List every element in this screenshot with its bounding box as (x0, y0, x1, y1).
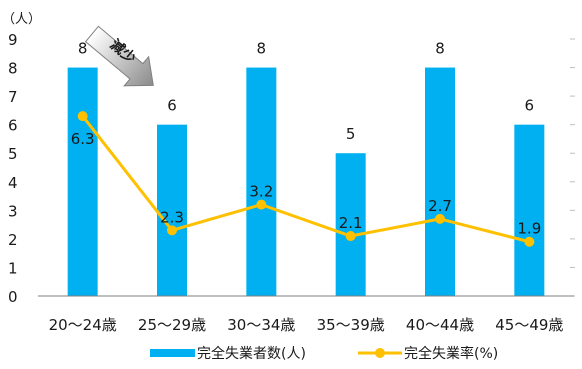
rate-value-label: 2.3 (160, 208, 184, 226)
bar (335, 153, 366, 296)
bar-value-label: 6 (167, 97, 177, 115)
bar (514, 124, 545, 297)
y-tick-label: 8 (8, 60, 18, 78)
bar-value-label: 8 (257, 40, 267, 58)
legend: 完全失業者数(人) 完全失業率(%) (150, 345, 498, 362)
rate-marker (167, 225, 177, 236)
rate-marker (524, 236, 535, 247)
bar-value-label: 6 (525, 97, 535, 115)
rate-value-label: 6.3 (71, 130, 95, 148)
y-tick-label: 1 (8, 259, 18, 277)
rate-marker (77, 111, 88, 122)
y-tick-label: 3 (8, 202, 18, 220)
bar (157, 124, 187, 297)
decrease-arrow-shape (84, 25, 154, 87)
bar (425, 67, 455, 296)
x-tick-label: 20～24歳 (49, 316, 117, 334)
rate-marker (435, 213, 445, 224)
y-tick-label: 9 (8, 31, 18, 49)
bar-value-label: 5 (346, 125, 356, 143)
bar (246, 67, 277, 296)
x-tick-label: 45～49歳 (495, 316, 563, 334)
y-tick-label: 4 (8, 174, 18, 192)
bar-value-label: 8 (78, 40, 88, 58)
y-tick-label: 2 (8, 231, 18, 249)
bar-value-labels: 8 6 8 5 8 6 (78, 40, 534, 144)
legend-line-marker (375, 348, 385, 358)
y-axis-unit-label: （人） (2, 12, 41, 27)
legend-bar-swatch (150, 349, 195, 357)
y-tick-label: 5 (8, 145, 18, 163)
x-tick-label: 30～34歳 (227, 316, 295, 334)
bar (67, 67, 98, 296)
line-series (77, 111, 535, 247)
rate-marker (256, 199, 267, 210)
rate-marker (345, 231, 356, 242)
rate-value-label: 2.1 (339, 214, 363, 232)
legend-bar-label: 完全失業者数(人) (197, 345, 306, 362)
x-axis-labels: 20～24歳 25～29歳 30～34歳 35～39歳 40～44歳 45～49歳 (49, 316, 564, 334)
y-axis-ticks: 0 1 2 3 4 5 6 7 8 9 (8, 31, 18, 306)
right-axis-ticks (570, 38, 575, 297)
x-tick-label: 35～39歳 (317, 316, 385, 334)
bar-value-label: 8 (435, 40, 445, 58)
rate-value-label: 1.9 (517, 220, 541, 238)
rate-line (81, 115, 530, 244)
x-tick-label: 40～44歳 (406, 316, 474, 334)
line-value-labels: 6.3 2.3 3.2 2.1 2.7 1.9 (71, 130, 542, 238)
y-tick-label: 0 (8, 288, 18, 306)
rate-value-label: 3.2 (249, 183, 273, 201)
legend-line-label: 完全失業率(%) (404, 345, 498, 362)
bar-series (67, 67, 545, 297)
y-tick-label: 7 (8, 88, 18, 106)
x-tick-label: 25～29歳 (138, 316, 206, 334)
y-tick-label: 6 (8, 117, 18, 135)
rate-value-label: 2.7 (428, 197, 452, 215)
